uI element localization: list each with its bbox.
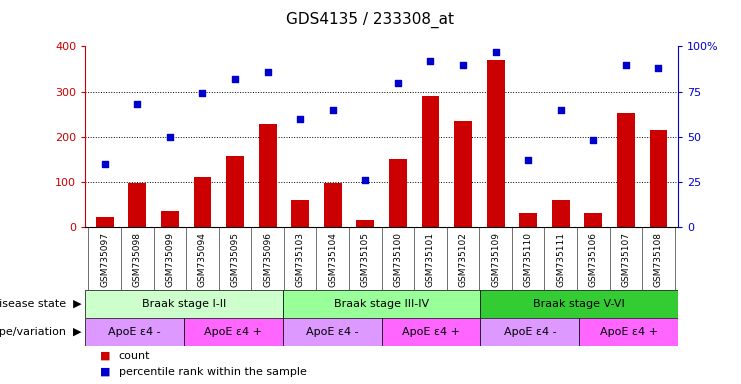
Point — [555, 107, 567, 113]
Point — [229, 76, 241, 82]
Bar — [128, 183, 146, 227]
Bar — [552, 200, 570, 227]
Text: ■: ■ — [100, 351, 110, 361]
Text: GSM735106: GSM735106 — [589, 232, 598, 287]
Bar — [389, 159, 407, 227]
Point — [457, 61, 469, 68]
Bar — [356, 220, 374, 227]
Bar — [161, 211, 179, 227]
Text: GSM735105: GSM735105 — [361, 232, 370, 287]
Bar — [85, 290, 283, 318]
Point — [490, 49, 502, 55]
Point — [425, 58, 436, 64]
Text: ApoE ε4 -: ApoE ε4 - — [108, 327, 161, 337]
Text: GSM735101: GSM735101 — [426, 232, 435, 287]
Bar — [226, 156, 244, 227]
Point — [327, 107, 339, 113]
Point — [164, 134, 176, 140]
Text: GDS4135 / 233308_at: GDS4135 / 233308_at — [287, 12, 454, 28]
Bar — [422, 96, 439, 227]
Point — [359, 177, 371, 183]
Text: GSM735099: GSM735099 — [165, 232, 174, 287]
Bar — [487, 60, 505, 227]
Text: ApoE ε4 -: ApoE ε4 - — [503, 327, 556, 337]
Text: disease state  ▶: disease state ▶ — [0, 299, 82, 309]
Text: Braak stage III-IV: Braak stage III-IV — [334, 299, 429, 309]
Text: percentile rank within the sample: percentile rank within the sample — [119, 366, 307, 377]
Text: GSM735097: GSM735097 — [100, 232, 109, 287]
Bar — [283, 290, 480, 318]
Text: GSM735095: GSM735095 — [230, 232, 239, 287]
Point — [99, 161, 110, 167]
Bar — [454, 121, 472, 227]
Text: ■: ■ — [100, 366, 110, 377]
Text: GSM735103: GSM735103 — [296, 232, 305, 287]
Text: GSM735096: GSM735096 — [263, 232, 272, 287]
Bar — [291, 200, 309, 227]
Point — [196, 90, 208, 96]
Point — [294, 116, 306, 122]
Text: GSM735098: GSM735098 — [133, 232, 142, 287]
Text: GSM735108: GSM735108 — [654, 232, 663, 287]
Point — [653, 65, 665, 71]
Bar — [480, 318, 579, 346]
Text: Braak stage V-VI: Braak stage V-VI — [534, 299, 625, 309]
Bar — [259, 124, 276, 227]
Text: Braak stage I-II: Braak stage I-II — [142, 299, 226, 309]
Point — [131, 101, 143, 107]
Bar — [382, 318, 480, 346]
Text: GSM735109: GSM735109 — [491, 232, 500, 287]
Bar — [650, 130, 668, 227]
Bar — [184, 318, 283, 346]
Text: GSM735111: GSM735111 — [556, 232, 565, 287]
Text: ApoE ε4 +: ApoE ε4 + — [205, 327, 262, 337]
Point — [620, 61, 632, 68]
Text: GSM735110: GSM735110 — [524, 232, 533, 287]
Bar — [519, 212, 537, 227]
Text: GSM735107: GSM735107 — [622, 232, 631, 287]
Bar — [283, 318, 382, 346]
Text: GSM735094: GSM735094 — [198, 232, 207, 287]
Text: genotype/variation  ▶: genotype/variation ▶ — [0, 327, 82, 337]
Bar — [585, 212, 602, 227]
Bar — [193, 177, 211, 227]
Text: GSM735102: GSM735102 — [459, 232, 468, 287]
Text: ApoE ε4 -: ApoE ε4 - — [306, 327, 359, 337]
Point — [262, 69, 273, 75]
Text: ApoE ε4 +: ApoE ε4 + — [599, 327, 657, 337]
Text: GSM735104: GSM735104 — [328, 232, 337, 287]
Bar — [579, 318, 678, 346]
Bar — [617, 113, 635, 227]
Bar — [324, 183, 342, 227]
Bar — [480, 290, 678, 318]
Text: GSM735100: GSM735100 — [393, 232, 402, 287]
Point — [588, 137, 599, 143]
Text: ApoE ε4 +: ApoE ε4 + — [402, 327, 460, 337]
Bar — [96, 217, 113, 227]
Text: count: count — [119, 351, 150, 361]
Point — [392, 79, 404, 86]
Bar — [85, 318, 184, 346]
Point — [522, 157, 534, 163]
